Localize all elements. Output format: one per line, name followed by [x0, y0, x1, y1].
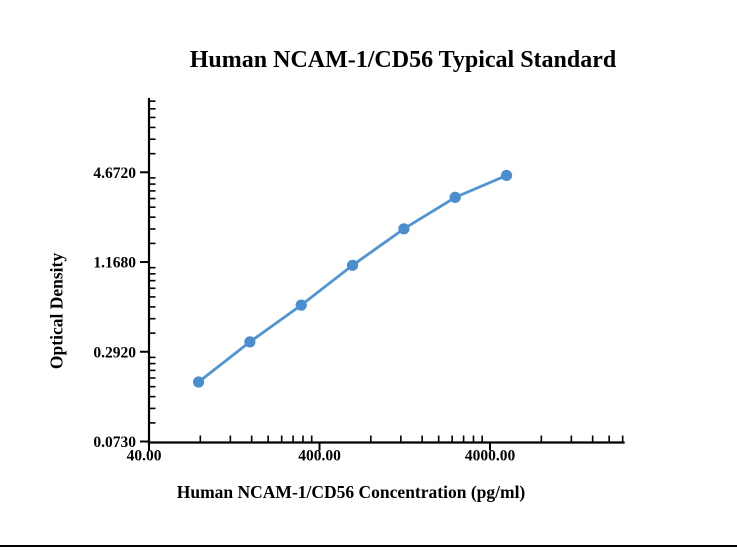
data-point-1: [192, 376, 205, 388]
data-point-6: [449, 191, 461, 203]
y-tick-label: 0.0730: [93, 434, 136, 451]
data-point-2: [244, 336, 256, 348]
y-tick-label: 4.6720: [93, 165, 136, 182]
data-point-3: [295, 299, 307, 311]
x-tick-label: 40.00: [127, 448, 162, 465]
chart-title: Human NCAM-1/CD56 Typical Standard: [189, 47, 617, 73]
data-point-5: [398, 223, 410, 235]
x-axis-title: Human NCAM-1/CD56 Concentration (pg/ml): [176, 482, 526, 502]
bottom-border-line: [0, 545, 737, 547]
data-point-7: [500, 169, 513, 182]
standard-curve-line: [197, 174, 508, 384]
y-tick-label: 0.2920: [93, 344, 136, 361]
x-tick-label: 4000.00: [465, 448, 516, 465]
data-point-4: [346, 259, 359, 271]
x-tick-label: 400.00: [298, 448, 341, 465]
y-tick-label: 1.1680: [93, 255, 136, 272]
